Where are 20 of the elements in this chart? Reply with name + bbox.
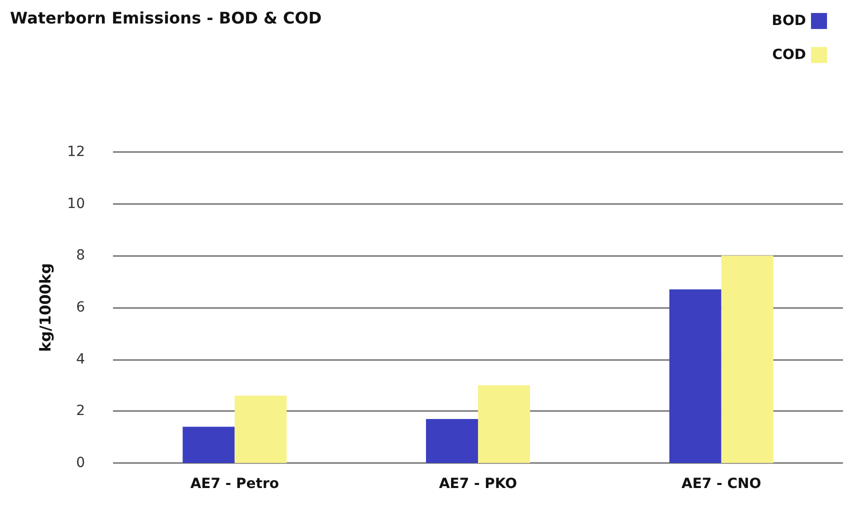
y-tick-label: 8 — [76, 248, 85, 264]
y-tick-label: 4 — [76, 351, 86, 368]
bar — [234, 396, 287, 463]
bar — [669, 289, 722, 463]
y-tick-label: 6 — [76, 300, 86, 316]
y-tick-label: 12 — [67, 144, 85, 160]
y-tick-label: 10 — [67, 196, 85, 212]
legend-label: BOD — [772, 13, 806, 29]
x-tick-label: AE7 - PKO — [438, 476, 518, 492]
x-tick-label: AE7 - CNO — [682, 476, 762, 492]
bar — [721, 256, 774, 463]
y-tick-label: 0 — [76, 455, 85, 471]
x-tick-label: AE7 - Petro — [190, 476, 280, 492]
chart-title: Waterborn Emissions - BOD & COD — [10, 8, 322, 28]
bar — [478, 385, 530, 463]
bar — [182, 426, 235, 463]
y-tick-label: 2 — [76, 403, 85, 420]
bar — [426, 418, 478, 463]
legend-label: COD — [772, 47, 806, 63]
y-axis-title: kg/1000kg — [36, 263, 54, 352]
